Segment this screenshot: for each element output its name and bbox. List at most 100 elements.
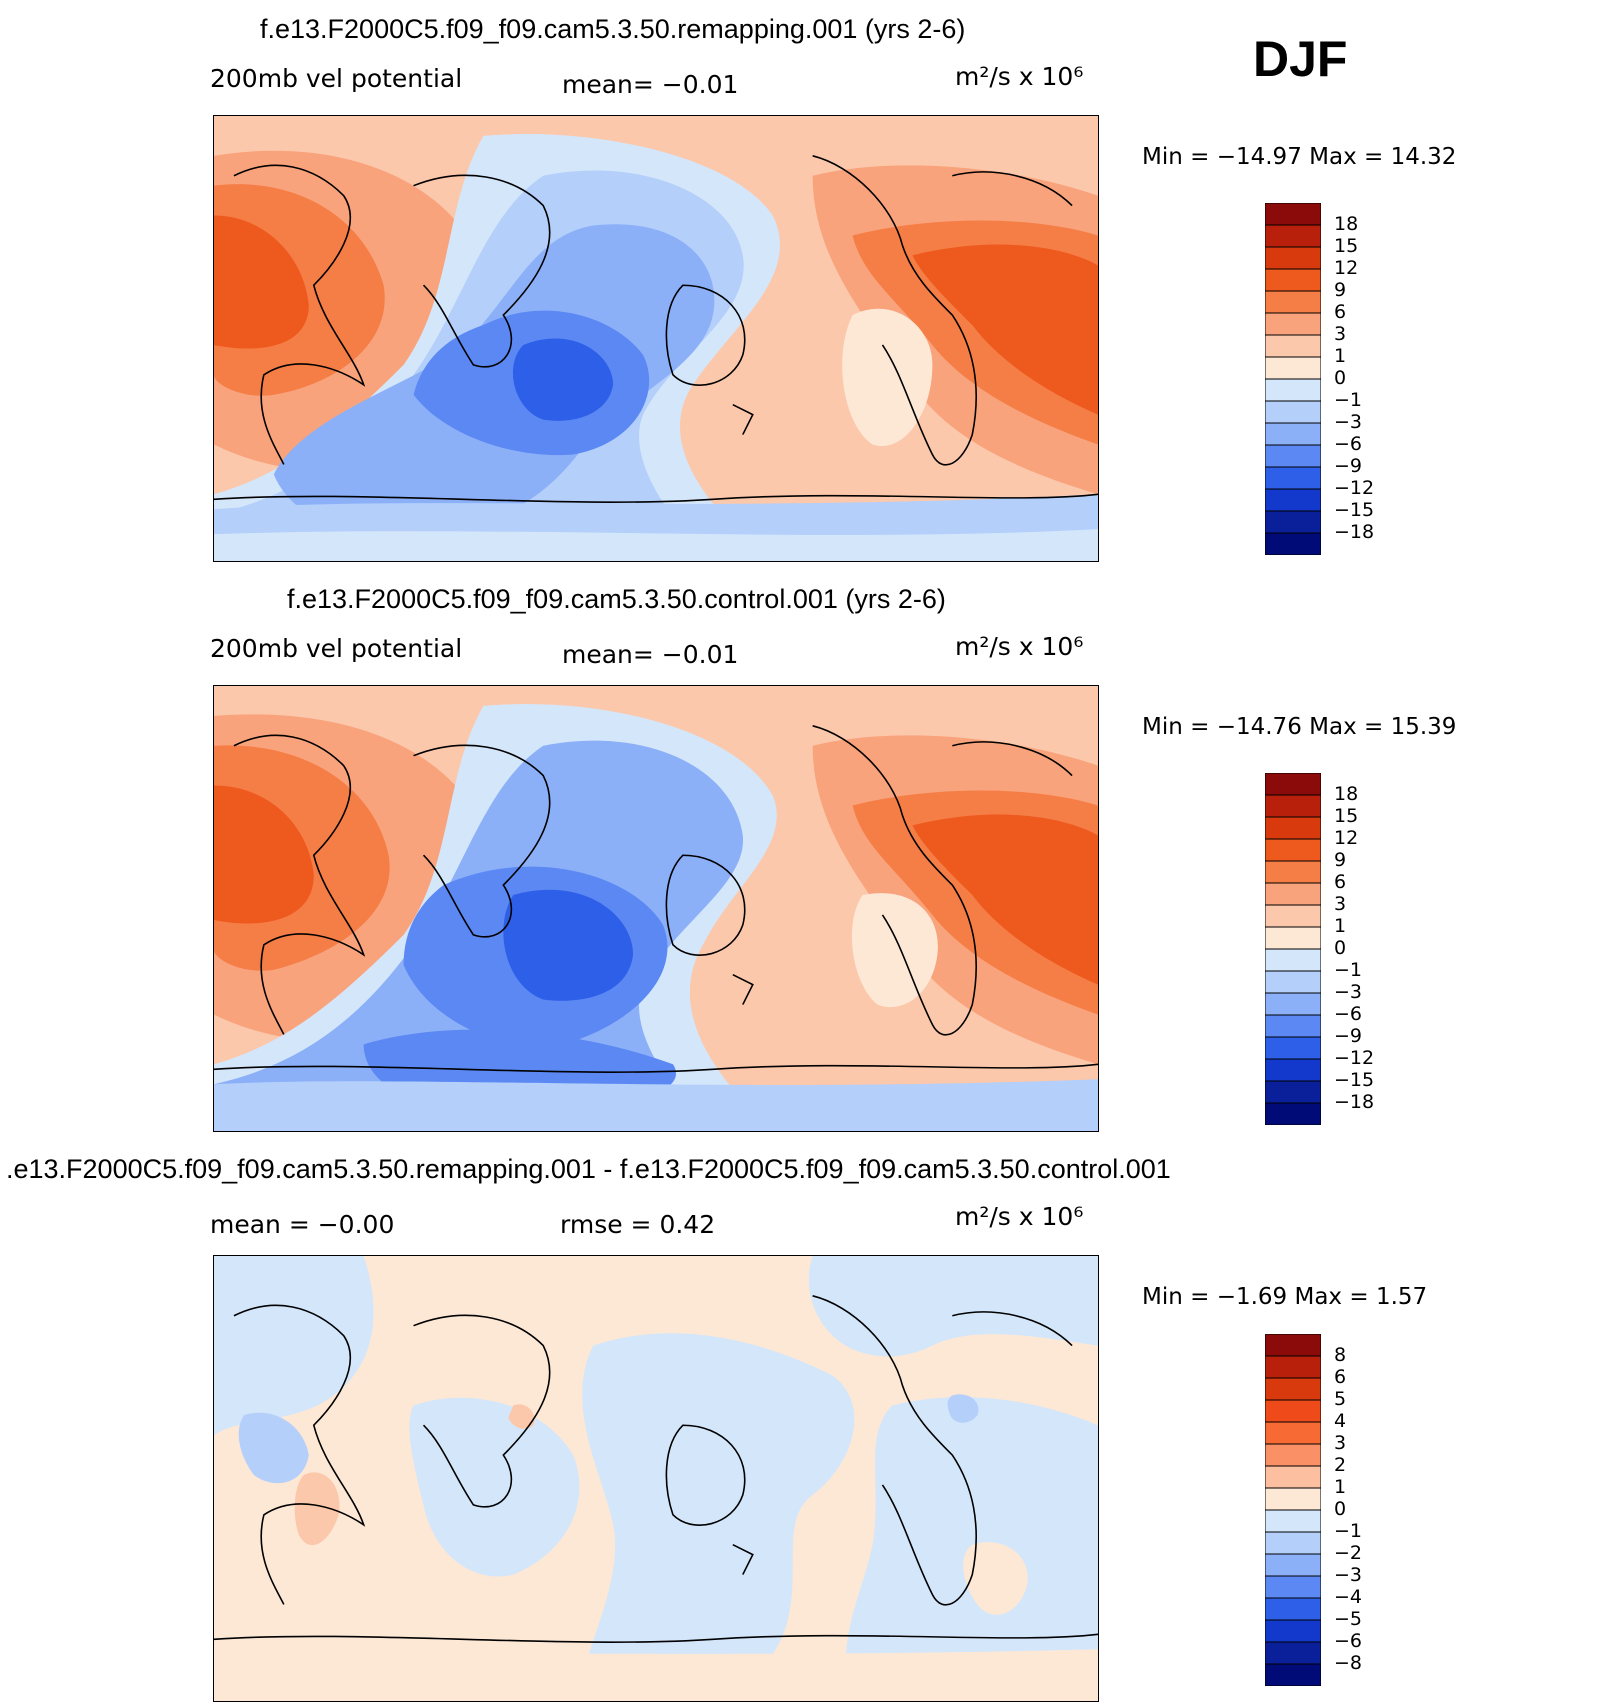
- colorbar-tick-label: 18: [1334, 783, 1359, 805]
- colorbar-swatch: [1265, 444, 1321, 468]
- panel-2-colorbar: [1265, 773, 1321, 1125]
- colorbar-tick-label: −2: [1334, 1542, 1363, 1564]
- colorbar-tick-label: −3: [1334, 1564, 1363, 1586]
- colorbar-tick-label: 12: [1334, 257, 1359, 279]
- colorbar-swatch: [1265, 1355, 1321, 1379]
- panel-3-title: .e13.F2000C5.f09_f09.cam5.3.50.remapping…: [6, 1154, 1171, 1184]
- colorbar-swatch: [1265, 904, 1321, 928]
- colorbar-tick-label: −1: [1334, 959, 1363, 981]
- colorbar-tick-label: −9: [1334, 455, 1363, 477]
- colorbar-tick-label: 15: [1334, 805, 1359, 827]
- panel-2-variable-label: 200mb vel potential: [210, 634, 463, 663]
- colorbar-tick-label: −1: [1334, 1520, 1363, 1542]
- colorbar-swatch: [1265, 1641, 1321, 1665]
- panel-3-min-max: Min = −1.69 Max = 1.57: [1142, 1284, 1428, 1310]
- colorbar-tick-label: 9: [1334, 849, 1347, 871]
- colorbar-swatch: [1265, 268, 1321, 292]
- colorbar-tick-label: −5: [1334, 1608, 1363, 1630]
- colorbar-tick-label: 9: [1334, 279, 1347, 301]
- colorbar-swatch: [1265, 312, 1321, 336]
- panel-1-variable-label: 200mb vel potential: [210, 64, 463, 93]
- colorbar-tick-label: 0: [1334, 1498, 1347, 1520]
- colorbar-tick-label: 12: [1334, 827, 1359, 849]
- colorbar-swatch: [1265, 1334, 1321, 1357]
- panel-1-colorbar: [1265, 203, 1321, 555]
- colorbar-tick-label: 2: [1334, 1454, 1347, 1476]
- colorbar-swatch: [1265, 290, 1321, 314]
- colorbar-tick-label: −12: [1334, 477, 1375, 499]
- colorbar-swatch: [1265, 1487, 1321, 1511]
- colorbar-tick-label: −18: [1334, 1091, 1375, 1113]
- colorbar-swatch: [1265, 203, 1321, 226]
- colorbar-swatch: [1265, 1575, 1321, 1599]
- colorbar-swatch: [1265, 246, 1321, 270]
- colorbar-swatch: [1265, 1014, 1321, 1038]
- panel-2-coastlines: [214, 725, 1098, 1073]
- colorbar-swatch: [1265, 356, 1321, 380]
- colorbar-tick-label: 18: [1334, 213, 1359, 235]
- colorbar-tick-label: −3: [1334, 411, 1363, 433]
- colorbar-swatch: [1265, 1597, 1321, 1621]
- colorbar-swatch: [1265, 422, 1321, 446]
- panel-1-units-label: m²/s x 10⁶: [955, 62, 1084, 91]
- panel-1-min-max: Min = −14.97 Max = 14.32: [1142, 144, 1457, 170]
- colorbar-swatch: [1265, 1058, 1321, 1082]
- colorbar-swatch: [1265, 1509, 1321, 1533]
- panel-1-title: f.e13.F2000C5.f09_f09.cam5.3.50.remappin…: [260, 14, 966, 44]
- colorbar-tick-label: 1: [1334, 915, 1347, 937]
- colorbar-swatch: [1265, 816, 1321, 840]
- colorbar-tick-label: 8: [1334, 1344, 1347, 1366]
- colorbar-swatch: [1265, 488, 1321, 512]
- colorbar-swatch: [1265, 466, 1321, 490]
- panel-2-colorbar-swatches: [1265, 773, 1321, 1125]
- colorbar-tick-label: −6: [1334, 433, 1363, 455]
- colorbar-tick-label: 3: [1334, 1432, 1347, 1454]
- colorbar-swatch: [1265, 334, 1321, 358]
- colorbar-tick-label: −6: [1334, 1630, 1363, 1652]
- colorbar-tick-label: −6: [1334, 1003, 1363, 1025]
- panel-3-mean-label: mean = −0.00: [210, 1210, 395, 1239]
- colorbar-swatch: [1265, 1421, 1321, 1445]
- colorbar-swatch: [1265, 970, 1321, 994]
- colorbar-swatch: [1265, 1399, 1321, 1423]
- colorbar-tick-label: −8: [1334, 1652, 1363, 1674]
- colorbar-tick-label: 6: [1334, 301, 1347, 323]
- panel-1-map-field: [214, 116, 1098, 561]
- colorbar-swatch: [1265, 1553, 1321, 1577]
- colorbar-swatch: [1265, 838, 1321, 862]
- colorbar-tick-label: 0: [1334, 937, 1347, 959]
- panel-1-colorbar-swatches: [1265, 203, 1321, 555]
- panel-3-colorbar: [1265, 1334, 1321, 1686]
- colorbar-tick-label: −18: [1334, 521, 1375, 543]
- colorbar-swatch: [1265, 1663, 1321, 1686]
- colorbar-tick-label: 5: [1334, 1388, 1347, 1410]
- colorbar-swatch: [1265, 948, 1321, 972]
- panel-2-map-field: [214, 686, 1098, 1131]
- panel-2-units-label: m²/s x 10⁶: [955, 632, 1084, 661]
- panel-2-title: f.e13.F2000C5.f09_f09.cam5.3.50.control.…: [287, 584, 946, 614]
- panel-1-map: [213, 115, 1099, 562]
- panel-1-coastlines: [214, 155, 1098, 503]
- colorbar-tick-label: −1: [1334, 389, 1363, 411]
- panel-2-map: [213, 685, 1099, 1132]
- colorbar-swatch: [1265, 1377, 1321, 1401]
- colorbar-swatch: [1265, 1465, 1321, 1489]
- colorbar-swatch: [1265, 1619, 1321, 1643]
- colorbar-swatch: [1265, 1036, 1321, 1060]
- panel-3-map: [213, 1255, 1099, 1702]
- panel-3-rmse-label: rmse = 0.42: [560, 1210, 716, 1239]
- colorbar-swatch: [1265, 1531, 1321, 1555]
- panel-1-mean-label: mean= −0.01: [562, 70, 739, 99]
- colorbar-tick-label: −15: [1334, 499, 1375, 521]
- panel-3-coastlines: [214, 1295, 1098, 1643]
- colorbar-tick-label: 6: [1334, 1366, 1347, 1388]
- colorbar-swatch: [1265, 1080, 1321, 1104]
- colorbar-tick-label: 0: [1334, 367, 1347, 389]
- colorbar-swatch: [1265, 224, 1321, 248]
- colorbar-tick-label: −9: [1334, 1025, 1363, 1047]
- colorbar-tick-label: 6: [1334, 871, 1347, 893]
- season-label: DJF: [1253, 31, 1348, 87]
- colorbar-swatch: [1265, 1102, 1321, 1125]
- colorbar-swatch: [1265, 860, 1321, 884]
- panel-3-units-label: m²/s x 10⁶: [955, 1202, 1084, 1231]
